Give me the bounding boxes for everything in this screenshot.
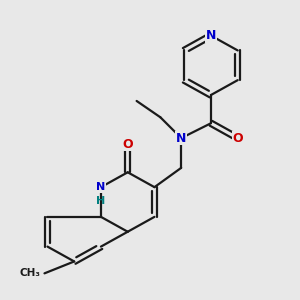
Text: O: O	[232, 132, 243, 145]
Text: O: O	[122, 138, 133, 151]
Text: N: N	[176, 132, 186, 145]
Text: H: H	[96, 196, 106, 206]
Text: N: N	[96, 182, 106, 192]
Text: CH₃: CH₃	[19, 268, 40, 278]
Text: N: N	[206, 29, 216, 42]
